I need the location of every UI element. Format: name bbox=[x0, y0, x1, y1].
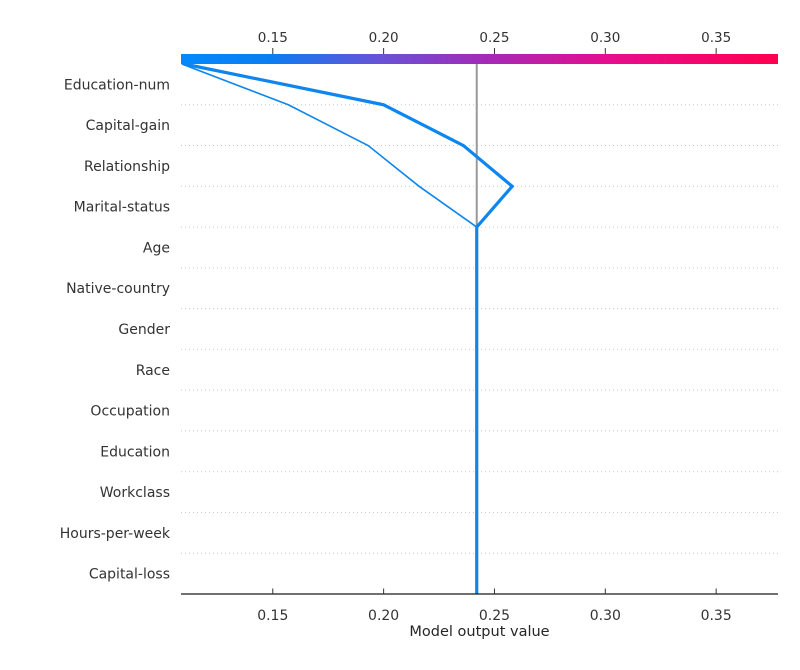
colorbar-tick-label: 0.30 bbox=[590, 30, 620, 46]
feature-label: Hours-per-week bbox=[60, 526, 171, 542]
decision-path-observation-1 bbox=[183, 62, 515, 594]
colorbar-tick-label: 0.25 bbox=[479, 30, 509, 46]
x-tick-label: 0.25 bbox=[479, 608, 510, 624]
colorbar-tick-label: 0.35 bbox=[701, 30, 731, 46]
colorbar-tick-label: 0.15 bbox=[258, 30, 288, 46]
feature-label: Capital-gain bbox=[86, 118, 170, 134]
x-tick-label: 0.30 bbox=[590, 608, 621, 624]
x-tick-label: 0.20 bbox=[368, 608, 399, 624]
colorbar bbox=[181, 54, 778, 64]
feature-label: Gender bbox=[118, 322, 170, 338]
x-tick-label: 0.35 bbox=[701, 608, 732, 624]
feature-label: Relationship bbox=[84, 159, 170, 175]
feature-label: Workclass bbox=[100, 485, 170, 501]
colorbar-tick-label: 0.20 bbox=[369, 30, 399, 46]
x-axis-title: Model output value bbox=[409, 624, 550, 640]
feature-label: Education bbox=[100, 444, 170, 460]
decision-path-observation-2 bbox=[181, 63, 478, 594]
feature-label: Education-num bbox=[64, 77, 170, 93]
feature-label: Native-country bbox=[66, 281, 170, 297]
feature-label: Marital-status bbox=[74, 200, 170, 216]
feature-label: Occupation bbox=[90, 404, 170, 420]
feature-label: Capital-loss bbox=[89, 567, 170, 583]
x-tick-label: 0.15 bbox=[257, 608, 288, 624]
feature-label: Race bbox=[136, 363, 170, 379]
feature-label: Age bbox=[143, 240, 170, 256]
